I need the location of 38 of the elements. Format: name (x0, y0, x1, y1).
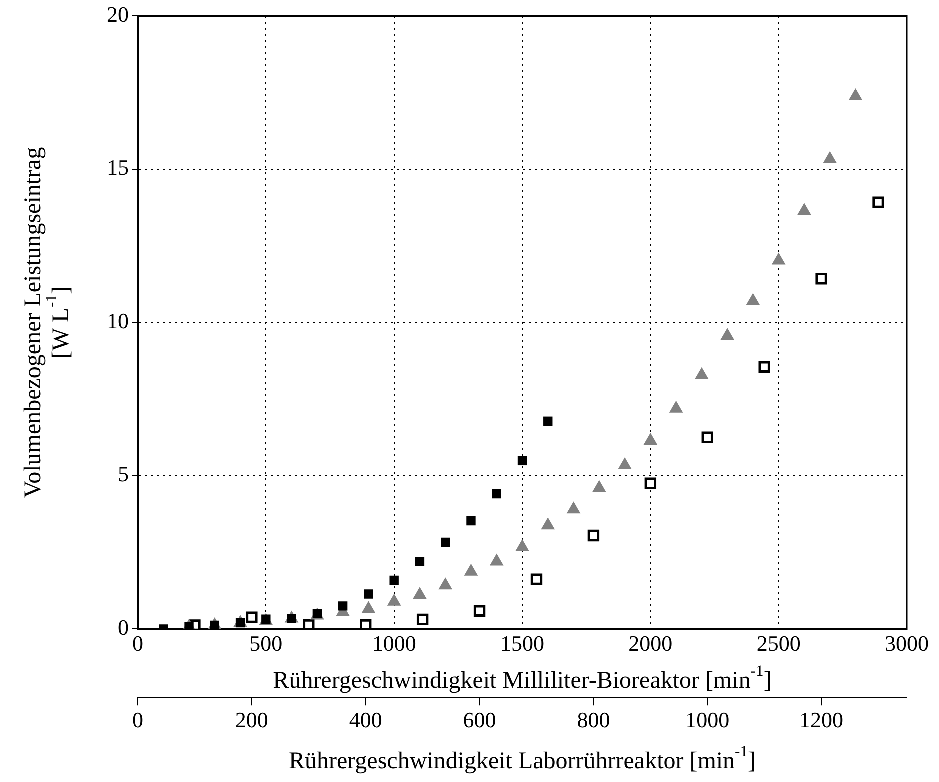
point (184, 622, 194, 630)
x-tick-label: 3000 (885, 631, 929, 656)
point (644, 433, 658, 446)
point (566, 502, 581, 514)
point (438, 578, 453, 590)
point (848, 88, 863, 101)
point (823, 151, 838, 164)
point (387, 594, 402, 606)
point (746, 293, 760, 306)
point (798, 203, 812, 216)
point (413, 587, 427, 600)
point (772, 252, 786, 265)
point (618, 458, 632, 470)
x2-tick-label: 1200 (800, 708, 844, 733)
x2-tick-label: 1000 (686, 708, 730, 733)
x2-tick-label: 800 (577, 708, 610, 733)
x2-tick-label: 600 (463, 708, 496, 733)
point (720, 328, 734, 340)
y-tick-label: 20 (107, 2, 129, 27)
point (695, 367, 709, 380)
point (490, 554, 504, 566)
point (516, 539, 530, 552)
point (464, 564, 478, 576)
point (669, 400, 684, 413)
y-tick-label: 0 (118, 614, 129, 640)
x2-tick-label: 200 (235, 708, 268, 733)
point (592, 480, 606, 492)
x-tick-label: 1500 (500, 631, 544, 656)
x2-tick-label: 400 (349, 708, 382, 733)
y-tick-label: 10 (107, 308, 129, 334)
point (541, 518, 556, 530)
x-tick-label: 500 (250, 631, 283, 656)
point (362, 601, 376, 614)
x-tick-label: 2500 (756, 631, 801, 656)
y-tick-label: 15 (107, 155, 129, 180)
x-tick-label: 1000 (372, 631, 416, 656)
x-tick-label: 2000 (628, 631, 673, 656)
y-tick-label: 5 (118, 462, 129, 487)
